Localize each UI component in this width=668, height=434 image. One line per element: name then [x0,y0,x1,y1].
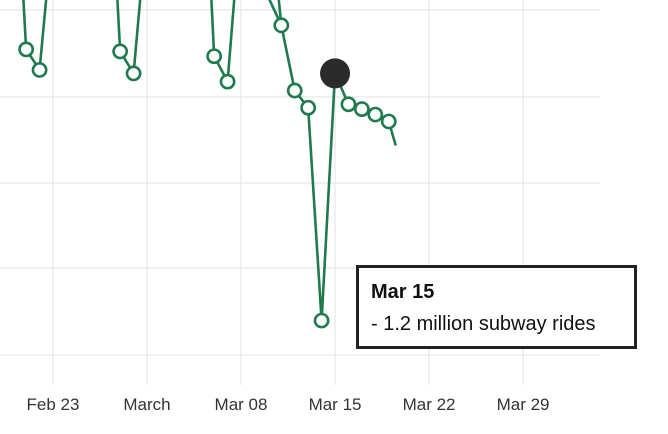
data-point[interactable] [286,82,303,99]
data-point[interactable] [219,73,236,90]
data-point[interactable] [353,101,370,118]
x-tick-label: Mar 29 [497,395,550,414]
series-line [22,0,397,322]
data-point[interactable] [313,312,330,329]
tooltip-value: - 1.2 million subway rides [371,313,596,335]
data-point[interactable] [300,99,317,116]
data-point[interactable] [380,113,397,130]
tooltip-date: Mar 15 [371,281,435,303]
data-point[interactable] [31,62,48,78]
series-points [18,17,397,329]
x-axis-ticks: Feb 23 March Mar 08 Mar 15 Mar 22 Mar 29 [27,395,550,414]
x-tick-label: Mar 22 [403,395,456,414]
x-tick-label: Mar 15 [309,395,362,414]
data-point[interactable] [18,41,35,58]
x-tick-label: Mar 08 [215,395,268,414]
data-point[interactable] [273,17,290,34]
data-point[interactable] [206,48,223,65]
data-point[interactable] [367,106,384,123]
data-point[interactable] [112,43,129,60]
highlighted-point[interactable] [320,58,351,89]
tooltip: Mar 15 - 1.2 million subway rides [356,265,637,349]
x-tick-label: Feb 23 [27,395,80,414]
data-point[interactable] [125,65,142,82]
data-point[interactable] [340,96,357,113]
x-tick-label: March [123,395,170,414]
